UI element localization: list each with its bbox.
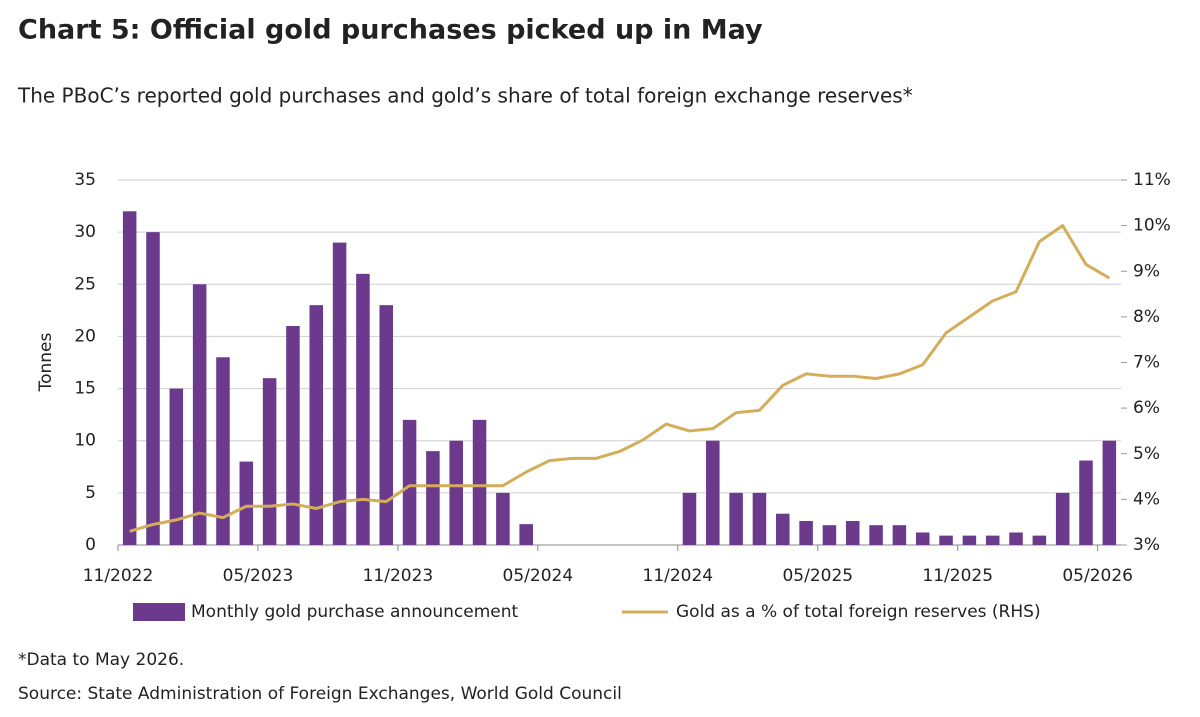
- bar: [776, 513, 790, 545]
- bar: [915, 532, 930, 545]
- y2-tick-label: 9%: [1133, 261, 1160, 281]
- bar: [472, 419, 487, 545]
- y2-tick-label: 11%: [1133, 170, 1171, 190]
- y-tick-label: 15: [74, 379, 96, 399]
- bar: [1032, 535, 1047, 545]
- bar: [729, 492, 743, 545]
- bar: [496, 492, 510, 545]
- y-tick-label: 10: [74, 431, 96, 451]
- bar: [309, 305, 324, 545]
- y-tick-label: 20: [74, 326, 96, 346]
- chart-title: Chart 5: Official gold purchases picked …: [18, 15, 763, 46]
- bar: [985, 535, 1000, 545]
- y2-tick-label: 6%: [1133, 398, 1160, 418]
- bar: [216, 357, 230, 545]
- bar: [962, 535, 977, 545]
- bar: [146, 232, 160, 545]
- bar: [379, 305, 394, 545]
- bar: [845, 521, 860, 545]
- y2-tick-label: 8%: [1133, 307, 1160, 327]
- y-tick-label: 0: [85, 535, 96, 555]
- x-tick-label: 05/2026: [1062, 566, 1133, 586]
- footnote: *Data to May 2026.: [18, 650, 184, 670]
- bar: [356, 273, 370, 545]
- x-tick-label: 11/2022: [83, 566, 154, 586]
- bar: [122, 211, 137, 546]
- legend-swatch: [133, 603, 185, 621]
- x-tick-label: 05/2025: [782, 566, 853, 586]
- y2-tick-label: 5%: [1133, 444, 1160, 464]
- bar: [1079, 460, 1093, 545]
- legend-label: Monthly gold purchase announcement: [191, 602, 519, 622]
- x-tick-label: 11/2025: [922, 566, 993, 586]
- bar: [752, 492, 767, 545]
- bar: [449, 440, 463, 545]
- y-tick-label: 35: [74, 170, 96, 190]
- bar: [262, 378, 277, 545]
- bar: [286, 326, 300, 545]
- bar: [869, 525, 883, 545]
- y2-tick-label: 4%: [1133, 489, 1160, 509]
- bar: [519, 524, 533, 545]
- y2-tick-label: 7%: [1133, 353, 1160, 373]
- y2-tick-label: 3%: [1133, 535, 1160, 555]
- bar: [239, 461, 254, 545]
- bar: [1102, 440, 1117, 545]
- x-tick-label: 11/2023: [363, 566, 434, 586]
- bar: [682, 492, 697, 545]
- bar: [1009, 532, 1023, 545]
- line: [129, 224, 1111, 533]
- x-tick-label: 05/2024: [503, 566, 574, 586]
- bar: [822, 525, 837, 545]
- x-tick-label: 05/2023: [223, 566, 294, 586]
- y-axis-label: Tonnes: [36, 332, 56, 392]
- legend-label: Gold as a % of total foreign reserves (R…: [676, 602, 1041, 622]
- y-tick-label: 5: [85, 483, 96, 503]
- x-tick-label: 11/2024: [643, 566, 714, 586]
- chart-subtitle: The PBoC’s reported gold purchases and g…: [17, 84, 913, 108]
- source: Source: State Administration of Foreign …: [18, 684, 622, 704]
- bar: [402, 419, 417, 545]
- bar: [706, 440, 720, 545]
- bar: [799, 521, 813, 545]
- y-tick-label: 25: [74, 274, 96, 294]
- y2-tick-label: 10%: [1133, 216, 1171, 236]
- bar: [192, 284, 207, 545]
- bar: [332, 242, 347, 546]
- y-tick-label: 30: [74, 222, 96, 242]
- bar: [1055, 492, 1070, 545]
- bar: [169, 388, 184, 545]
- bar: [939, 535, 953, 545]
- bar: [892, 525, 907, 545]
- bar: [426, 451, 440, 545]
